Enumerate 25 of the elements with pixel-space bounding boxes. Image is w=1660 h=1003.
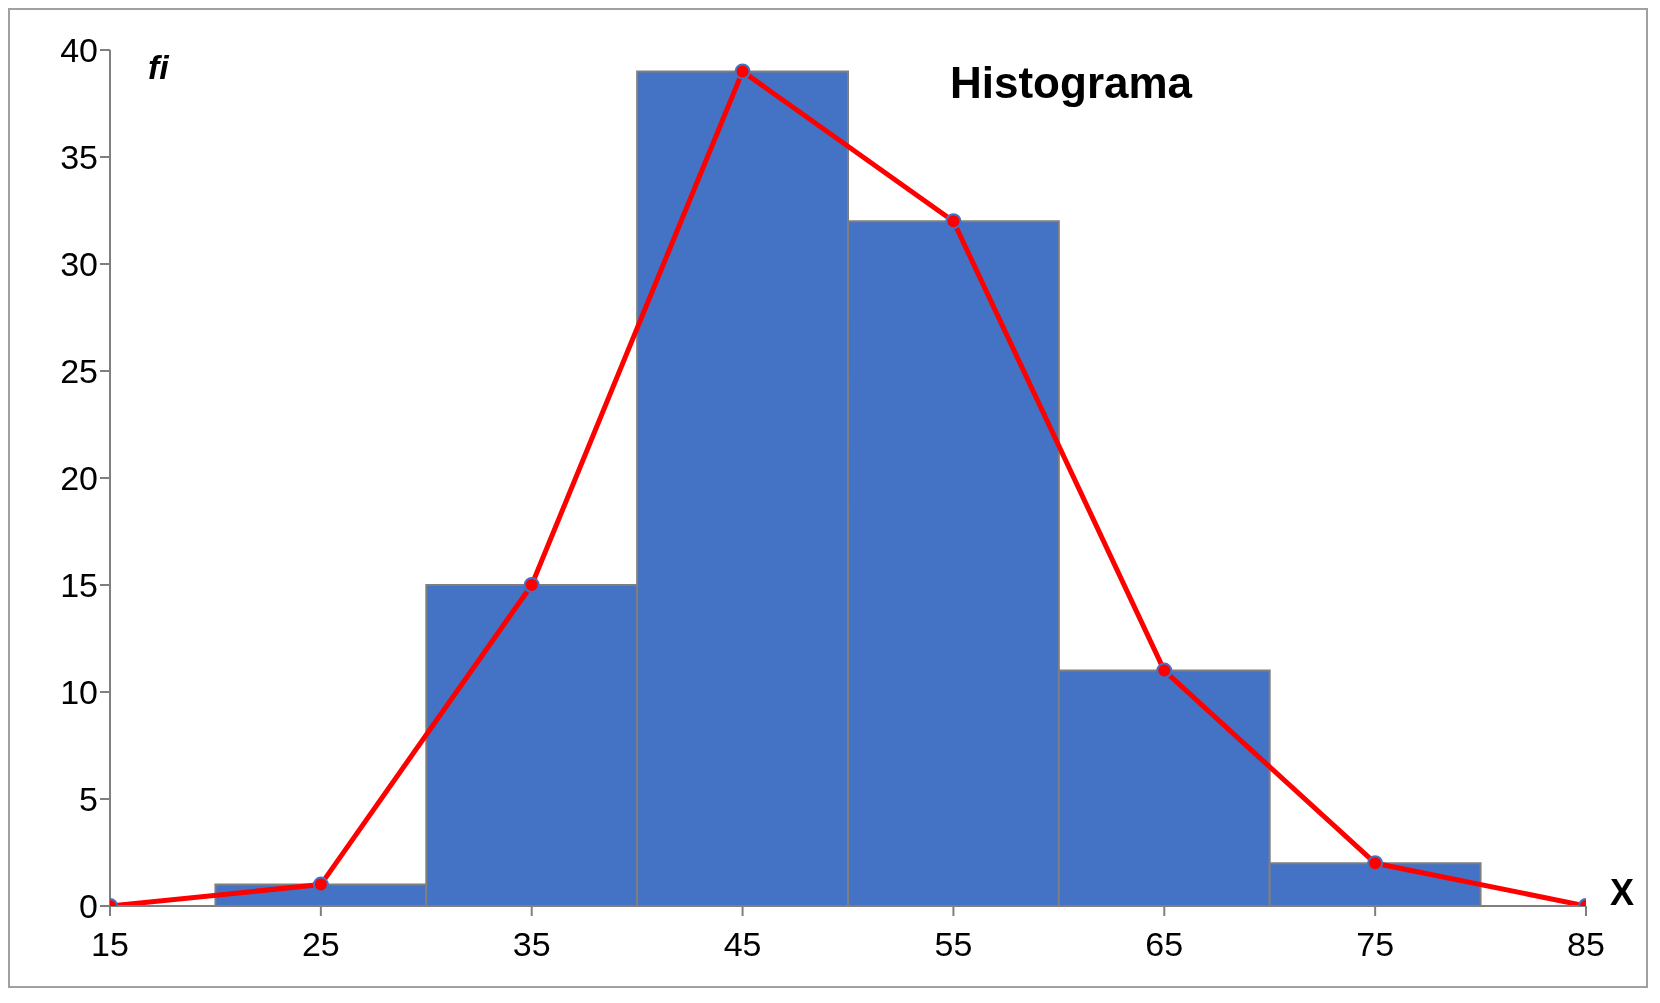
point [945, 213, 962, 230]
y-tick-label: 10 [60, 673, 98, 712]
y-tick-label: 30 [60, 245, 98, 284]
x-tick-label: 85 [1567, 925, 1605, 964]
y-tick-label: 40 [60, 31, 98, 70]
x-tick-label: 55 [934, 925, 973, 964]
point [523, 577, 540, 593]
x-tick-label: 75 [1356, 925, 1395, 964]
x-tick-label: 25 [301, 925, 340, 964]
x-axis-title: X [1610, 872, 1635, 914]
y-tick-label: 25 [60, 352, 98, 391]
y-tick-label: 20 [60, 459, 98, 498]
x-tick-label: 45 [723, 925, 762, 964]
point [1156, 662, 1173, 679]
y-axis-title: fi [148, 48, 169, 87]
point [312, 876, 329, 893]
y-tick-label: 15 [60, 566, 98, 605]
point [734, 63, 751, 80]
x-tick-label: 35 [512, 925, 551, 964]
point [1367, 855, 1384, 872]
chart-title: Histograma [950, 58, 1193, 108]
x-tick-label: 65 [1145, 925, 1184, 964]
y-tick-label: 5 [79, 780, 98, 819]
y-tick-label: 35 [60, 138, 98, 177]
y-tick-label: 0 [79, 887, 98, 926]
